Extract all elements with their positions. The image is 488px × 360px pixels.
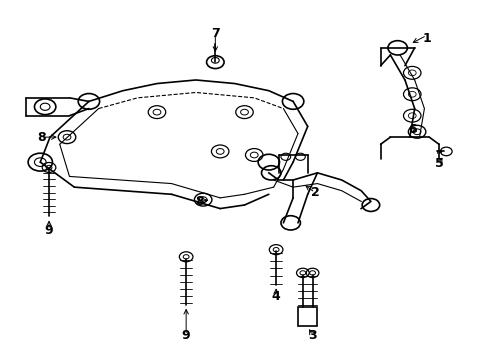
Text: 9: 9	[44, 224, 53, 237]
Text: 3: 3	[307, 329, 316, 342]
Text: 1: 1	[422, 32, 430, 45]
Text: 7: 7	[210, 27, 219, 40]
Text: 8: 8	[37, 131, 45, 144]
Text: 4: 4	[271, 289, 280, 303]
Text: 6: 6	[407, 123, 416, 136]
Text: 5: 5	[434, 157, 443, 170]
Text: 8: 8	[195, 195, 203, 208]
Text: 9: 9	[182, 329, 190, 342]
Text: 2: 2	[310, 186, 319, 199]
